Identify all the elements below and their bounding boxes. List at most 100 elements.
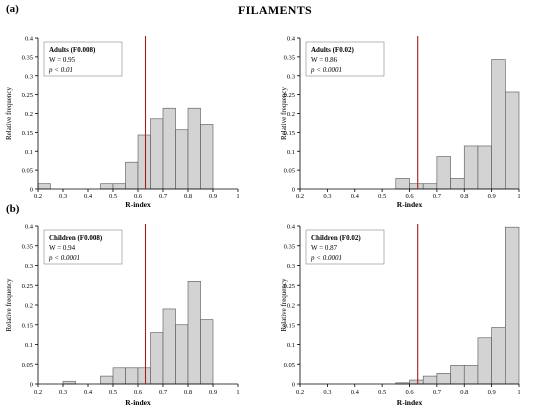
y-tick-label: 0.15 <box>284 322 295 329</box>
x-tick-label: 0.8 <box>184 389 192 396</box>
x-tick-label: 0.4 <box>351 389 360 396</box>
histogram-bar <box>62 380 76 385</box>
x-tick-label: 0.3 <box>323 389 331 396</box>
y-tick-label: 0.05 <box>284 168 295 175</box>
x-tick-label: 0.9 <box>488 389 496 396</box>
histogram-bar <box>463 365 479 385</box>
legend-box <box>305 229 385 265</box>
x-tick-label: 0.3 <box>59 193 67 200</box>
x-axis-label: R-index <box>397 398 423 407</box>
y-tick-label: 0 <box>292 382 295 389</box>
histogram-bar <box>137 367 151 385</box>
histogram-bar <box>187 107 201 190</box>
x-tick-label: 0.4 <box>84 389 93 396</box>
legend-p-value: p < 0.01 <box>48 66 73 74</box>
y-tick-label: 0 <box>30 382 33 389</box>
legend-p-value: p < 0.0001 <box>48 254 80 262</box>
histogram-bar <box>37 183 51 190</box>
chart-adults-f0008: 0 0.05 0.1 0.15 0.2 0.25 0.3 0.35 0.4 0.2 0.3 0.4 0.… <box>5 36 240 210</box>
y-tick-label: 0.35 <box>22 243 33 250</box>
y-tick-label: 0.3 <box>25 263 33 270</box>
x-tick-label: 0.5 <box>378 193 386 200</box>
y-tick-label: 0.4 <box>287 224 296 231</box>
legend-w-statistic: W = 0.86 <box>311 56 338 64</box>
y-tick-label: 0.2 <box>287 303 295 310</box>
chart-adults-f002: 0 0.05 0.1 0.15 0.2 0.25 0.3 0.35 0.4 0.2 0.3 0.4 0.… <box>280 36 521 210</box>
legend-group-name: Adults (F0.008) <box>49 46 96 54</box>
chart-children-f002: 0 0.05 0.1 0.15 0.2 0.25 0.3 0.35 0.4 0.2 0.3 0.4 0.… <box>280 224 521 408</box>
y-tick-label: 0.2 <box>287 111 295 118</box>
histogram-bar <box>450 178 465 190</box>
y-axis-label: Relative frequency <box>280 278 288 332</box>
legend-w-statistic: W = 0.95 <box>49 56 76 64</box>
legend-group-name: Children (F0.008) <box>49 234 103 242</box>
legend-box <box>43 41 123 77</box>
x-tick-label: 0.5 <box>378 389 386 396</box>
y-tick-label: 0.1 <box>287 149 295 156</box>
histogram-bar <box>150 332 164 385</box>
x-axis-label: R-index <box>397 200 423 209</box>
histogram-bar <box>505 226 520 385</box>
y-tick-label: 0.2 <box>25 303 33 310</box>
x-tick-label: 0.3 <box>323 193 331 200</box>
legend-w-statistic: W = 0.87 <box>311 244 338 252</box>
y-tick-label: 0.35 <box>284 243 295 250</box>
histogram-bar <box>162 107 176 190</box>
x-tick-label: 0.2 <box>34 389 42 396</box>
y-tick-label: 0.4 <box>25 36 34 43</box>
y-axis-label: Relative frequency <box>5 86 13 140</box>
y-tick-label: 0.35 <box>284 54 295 61</box>
y-tick-label: 0 <box>292 187 295 194</box>
x-tick-label: 0.6 <box>405 193 414 200</box>
histogram-bar <box>491 59 506 190</box>
x-tick-label: 0.5 <box>109 389 117 396</box>
y-axis-label: Relative frequency <box>5 278 13 332</box>
y-tick-label: 0.05 <box>22 168 33 175</box>
y-tick-label: 0.25 <box>284 283 295 290</box>
x-tick-label: 1 <box>517 193 520 200</box>
x-tick-label: 0.6 <box>134 389 143 396</box>
histogram-bar <box>187 281 201 385</box>
histogram-bar <box>125 367 139 385</box>
histogram-bar <box>175 324 189 385</box>
histogram-bar <box>436 156 451 190</box>
x-tick-label: 0.7 <box>433 389 442 396</box>
x-tick-label: 1 <box>236 193 239 200</box>
x-tick-label: 1 <box>517 389 520 396</box>
legend-p-value: p < 0.0001 <box>310 66 342 74</box>
histogram-bar <box>422 375 438 385</box>
x-axis-label: R-index <box>125 398 151 407</box>
y-tick-label: 0.05 <box>284 362 295 369</box>
histogram-bar <box>162 308 176 385</box>
y-tick-label: 0.25 <box>22 92 33 99</box>
histogram-bar <box>100 375 114 385</box>
histogram-bar <box>436 373 451 385</box>
histogram-bar <box>505 91 520 190</box>
x-tick-label: 0.9 <box>209 193 217 200</box>
histogram-bar <box>395 178 410 190</box>
histogram-bar <box>409 183 424 190</box>
x-tick-label: 0.7 <box>433 193 442 200</box>
y-axis-label: Relative frequency <box>280 86 288 140</box>
y-tick-label: 0.3 <box>287 263 295 270</box>
y-tick-label: 0.25 <box>22 283 33 290</box>
x-tick-label: 0.7 <box>159 193 168 200</box>
x-tick-label: 0.2 <box>34 193 42 200</box>
y-tick-label: 0.1 <box>25 149 33 156</box>
y-tick-label: 0 <box>30 187 33 194</box>
y-tick-label: 0.4 <box>287 36 296 43</box>
y-tick-label: 0.4 <box>25 224 34 231</box>
x-tick-label: 0.8 <box>460 389 468 396</box>
x-tick-label: 0.6 <box>134 193 143 200</box>
histogram-bar <box>100 183 114 190</box>
legend-p-value: p < 0.0001 <box>310 254 342 262</box>
y-tick-label: 0.3 <box>287 73 295 80</box>
histogram-bar <box>491 327 506 385</box>
y-tick-label: 0.15 <box>284 130 295 137</box>
y-tick-label: 0.15 <box>22 130 33 137</box>
x-tick-label: 0.2 <box>296 193 304 200</box>
legend-group-name: Children (F0.02) <box>311 234 361 242</box>
histogram-bar <box>137 134 151 190</box>
legend-group-name: Adults (F0.02) <box>311 46 354 54</box>
